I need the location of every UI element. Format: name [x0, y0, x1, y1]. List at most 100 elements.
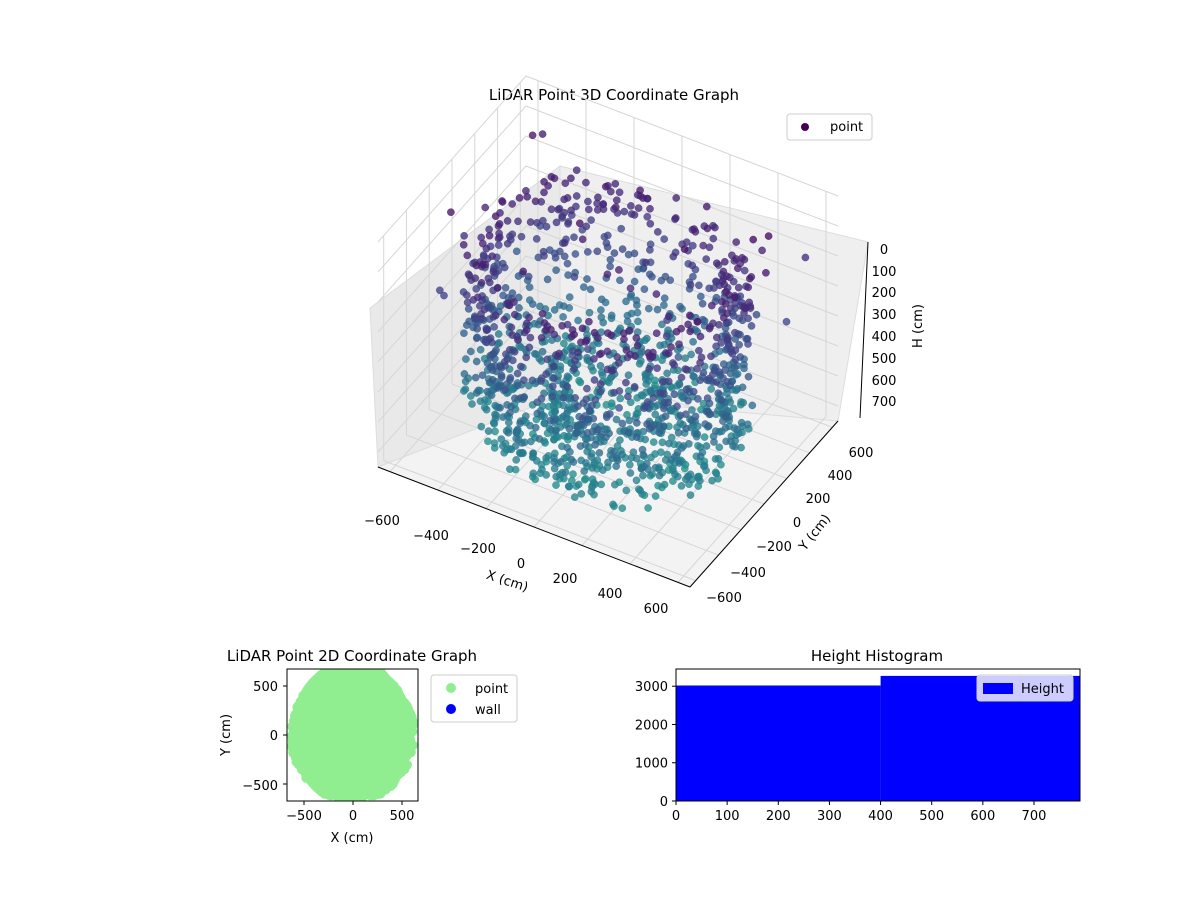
point-marker	[671, 470, 679, 479]
point-marker	[464, 305, 473, 313]
point-marker	[674, 353, 683, 361]
y-tick-label: 200	[806, 492, 831, 507]
point-marker	[482, 326, 491, 335]
point-marker	[720, 313, 728, 322]
point-marker	[603, 347, 612, 356]
point-marker	[558, 214, 566, 222]
point-marker	[686, 470, 695, 479]
point-marker	[675, 459, 684, 467]
legend-3d-label-point: point	[830, 120, 863, 135]
point-marker	[587, 453, 596, 461]
point-marker	[660, 235, 669, 243]
point-marker	[630, 211, 639, 219]
point-marker	[494, 330, 503, 338]
point-marker	[611, 179, 620, 188]
point-marker	[496, 362, 505, 371]
point-marker	[522, 353, 531, 362]
point-marker	[551, 427, 560, 435]
point-marker	[504, 418, 513, 427]
point-marker	[462, 355, 470, 363]
point-marker	[587, 216, 595, 224]
point-marker	[689, 241, 697, 250]
point-marker	[574, 402, 582, 411]
point-marker	[606, 255, 615, 264]
point-marker	[495, 220, 504, 228]
point-marker	[508, 200, 517, 208]
y-tick-label: 0	[793, 516, 801, 531]
point-marker	[498, 197, 506, 205]
point-marker	[584, 197, 592, 206]
point-marker	[478, 239, 487, 248]
point-marker	[718, 305, 726, 314]
point-marker	[491, 414, 500, 423]
point-marker	[612, 203, 620, 211]
point-marker	[655, 471, 664, 480]
point-marker	[603, 270, 612, 279]
point-marker	[748, 401, 757, 410]
point-marker	[686, 281, 695, 289]
point-marker	[570, 233, 578, 241]
grid-line	[629, 397, 779, 565]
point-marker	[620, 207, 629, 216]
point-marker	[636, 486, 644, 495]
point-marker	[512, 456, 521, 464]
point-marker	[508, 331, 517, 339]
point-marker	[476, 397, 485, 406]
point-marker	[531, 349, 539, 358]
point-marker	[731, 363, 739, 372]
point-marker	[494, 241, 503, 249]
point-marker	[664, 312, 673, 321]
point-marker	[481, 203, 490, 212]
point-marker	[447, 208, 455, 216]
point-marker	[655, 428, 664, 437]
point-marker	[576, 219, 584, 228]
point-marker	[607, 314, 616, 323]
point-marker	[684, 320, 692, 329]
point-marker	[660, 294, 669, 303]
point-marker	[640, 404, 648, 413]
point-marker	[532, 235, 541, 243]
point-marker	[487, 391, 496, 400]
point-marker	[646, 219, 655, 228]
point-marker	[516, 394, 525, 402]
point-marker	[646, 204, 654, 213]
point-marker	[687, 350, 695, 359]
point-marker	[536, 469, 545, 478]
point-marker	[525, 313, 533, 322]
point-marker	[764, 232, 773, 240]
point-marker	[585, 205, 593, 214]
point-marker	[622, 378, 630, 387]
point-marker	[488, 375, 497, 384]
legend-3d: point	[786, 113, 873, 141]
point-marker	[689, 372, 698, 381]
point-marker	[570, 330, 578, 339]
point-marker	[485, 278, 494, 287]
point-marker	[489, 350, 498, 358]
point-marker	[596, 380, 605, 389]
point-marker	[603, 365, 612, 374]
point-marker	[468, 400, 476, 408]
point-marker	[471, 274, 480, 283]
point-marker	[633, 301, 641, 309]
scatter-2d-points	[287, 669, 418, 801]
point-marker	[676, 302, 684, 311]
point-marker	[689, 387, 698, 396]
point-marker	[633, 308, 642, 317]
point-marker	[597, 313, 606, 322]
point-marker	[561, 179, 570, 187]
point-marker	[744, 314, 752, 323]
point-marker	[435, 286, 444, 295]
point-marker	[491, 427, 499, 436]
z-axis-line	[859, 241, 869, 419]
point-marker	[689, 337, 697, 346]
point-marker	[485, 231, 494, 240]
point-marker	[565, 293, 574, 301]
point-marker	[681, 464, 689, 473]
point-marker	[713, 259, 721, 268]
point-marker	[472, 389, 481, 397]
point-marker	[582, 178, 590, 187]
point-marker	[721, 257, 729, 266]
point-marker	[544, 402, 553, 411]
point-marker	[593, 206, 602, 214]
